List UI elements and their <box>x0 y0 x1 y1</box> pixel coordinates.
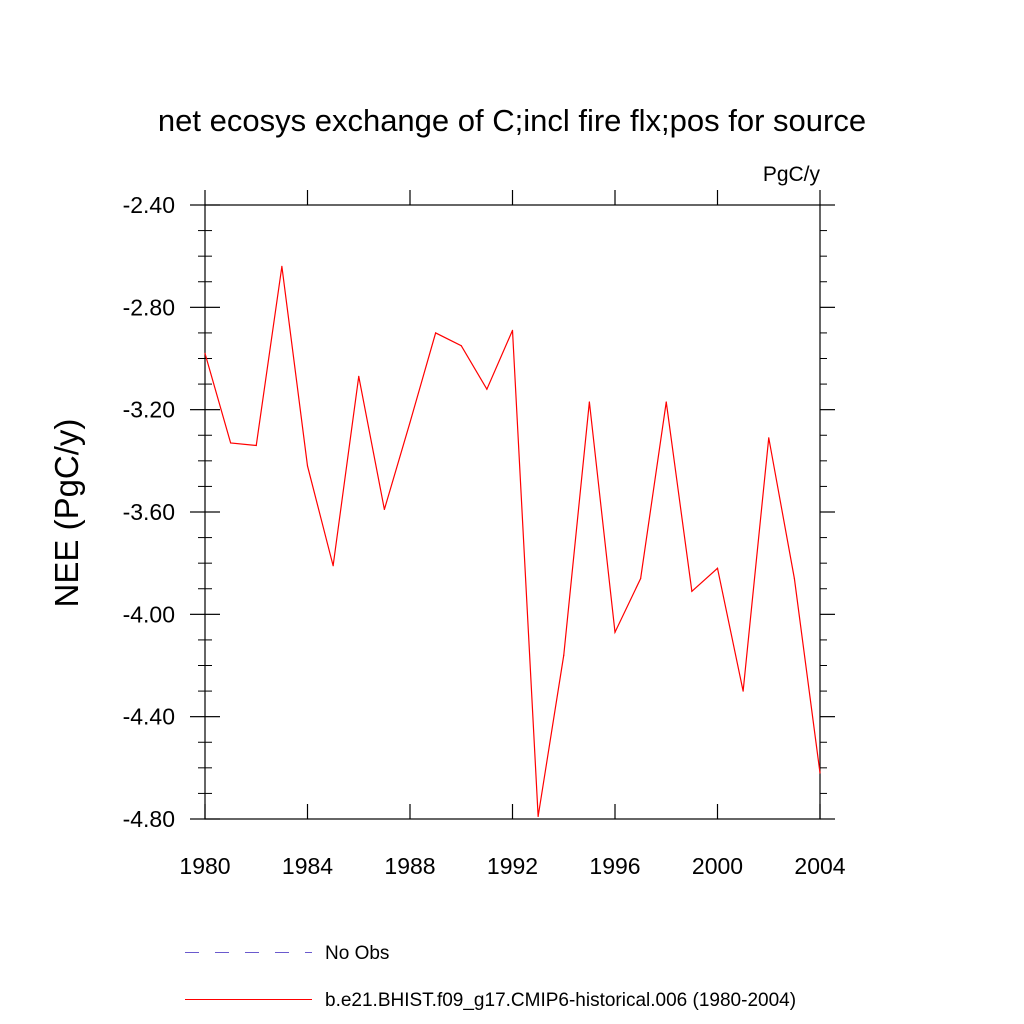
plot-frame <box>204 204 821 820</box>
y-tick-label: -2.40 <box>123 192 175 218</box>
units-label: PgC/y <box>763 163 821 186</box>
data-point <box>204 352 206 354</box>
data-point <box>486 388 488 390</box>
x-tick-label: 2000 <box>692 853 743 879</box>
x-tick-label: 1988 <box>384 853 435 879</box>
data-point <box>614 631 616 633</box>
data-point <box>716 567 719 569</box>
chart-title: net ecosys exchange of C;incl fire flx;p… <box>158 103 866 138</box>
data-point <box>563 654 565 656</box>
series-line-1 <box>204 266 821 817</box>
x-tick-label: 1992 <box>487 853 538 879</box>
series-layer <box>204 265 821 818</box>
y-tick-label: -4.40 <box>123 704 175 730</box>
data-point <box>588 401 590 403</box>
data-point <box>230 442 232 444</box>
y-tick-label: -3.60 <box>123 499 175 525</box>
data-point <box>435 332 437 334</box>
data-point <box>819 772 821 774</box>
data-point <box>742 690 744 692</box>
y-tick-label: -4.00 <box>123 601 175 627</box>
axis-ticks: 1980 1984 1988 1992 1996 2000 2004 -2.40 -2.80 -3… <box>123 190 846 879</box>
data-point <box>409 421 411 424</box>
data-point <box>306 465 309 467</box>
legend: No Obs b.e21.BHIST.f09_g17.CMIP6-historic… <box>185 943 796 1011</box>
x-tick-label: 2004 <box>794 853 845 879</box>
y-tick-label: -4.80 <box>123 806 175 832</box>
y-tick-label: -3.20 <box>123 397 175 423</box>
y-axis-label: NEE (PgC/y) <box>48 419 85 608</box>
data-point <box>358 375 360 378</box>
data-point <box>383 508 385 511</box>
data-point <box>255 444 257 447</box>
data-point <box>537 815 539 818</box>
legend-label-0: No Obs <box>325 943 389 964</box>
x-tick-label: 1980 <box>179 853 230 879</box>
y-tick-label: -2.80 <box>123 294 175 320</box>
x-tick-label: 1984 <box>282 853 333 879</box>
data-point <box>793 577 795 580</box>
data-point <box>665 401 667 403</box>
data-point <box>460 345 462 347</box>
data-point <box>281 265 283 267</box>
data-point <box>768 437 770 439</box>
legend-label-1: b.e21.BHIST.f09_g17.CMIP6-historical.006… <box>325 990 796 1011</box>
data-point <box>640 577 642 580</box>
data-point <box>511 329 514 331</box>
data-point <box>691 590 693 592</box>
x-tick-label: 1996 <box>589 853 640 879</box>
data-point <box>332 565 334 567</box>
